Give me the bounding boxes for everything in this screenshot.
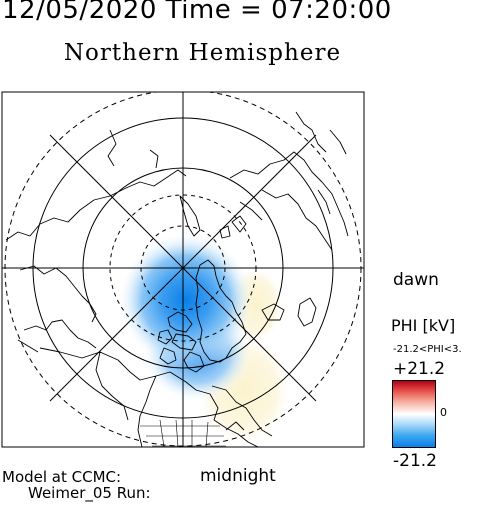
colorbar-min: -21.2 [393,451,437,471]
state-lines [140,419,226,447]
canadian-archipelago [157,311,205,373]
iceland-coast [261,303,285,321]
siberia-interior [107,129,159,169]
midnight-label: midnight [200,466,276,486]
scandinavia-coast [295,111,347,215]
greenland-coast [195,259,247,363]
siberia-coast [5,169,187,323]
north-america-coast [39,347,259,447]
colorbar-max: +21.2 [393,359,446,379]
polar-map [1,91,365,448]
map-title: Northern Hemisphere [63,40,342,66]
svalbard-coast [219,215,247,239]
model-label: Model at CCMC: [2,468,122,486]
colorbar-title: PHI [kV] [391,316,456,335]
colorbar [392,380,436,448]
novaya-zemlya-coast [179,195,201,237]
negative-cell [118,232,254,368]
europe-coast [229,151,349,251]
run-label: Weimer_05 Run: [28,484,151,502]
meridian-diag-2 [49,134,317,402]
datetime-label: 12/05/2020 Time = 07:20:00 [2,0,392,25]
alaska-coast [17,319,97,353]
potential-contours [118,232,292,446]
coastlines [5,111,349,447]
colorbar-zero: 0 [440,406,447,419]
hudson-bay-coast [211,385,273,437]
us-borders [140,419,226,447]
colorbar-range: -21.2<PHI<3. [393,344,462,355]
meridian-grid [2,92,364,447]
britain-coast [297,297,317,327]
dawn-label: dawn [393,270,439,290]
